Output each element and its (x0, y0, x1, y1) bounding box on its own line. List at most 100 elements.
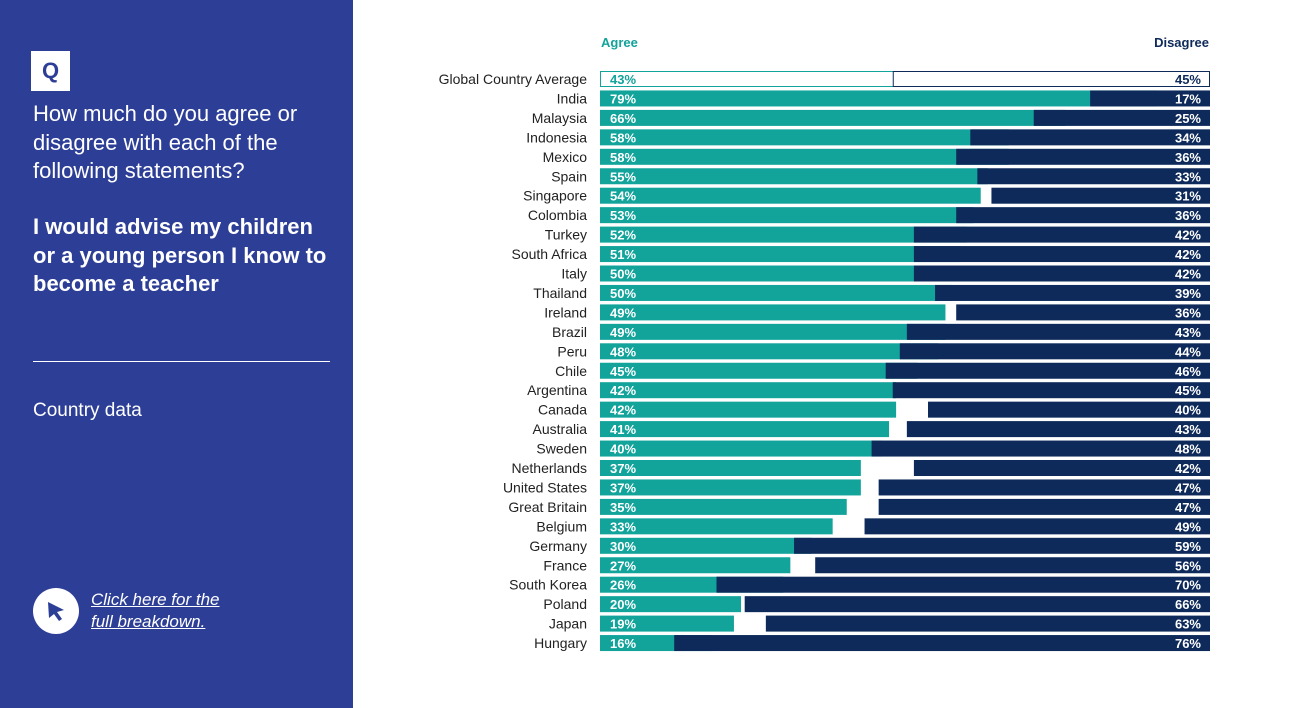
disagree-value-label: 70% (1175, 578, 1201, 593)
section-label: Country data (33, 400, 142, 421)
agree-bar (600, 304, 946, 321)
category-label: Global Country Average (439, 71, 588, 87)
category-label: Great Britain (508, 499, 587, 515)
agree-bar (600, 537, 812, 554)
agree-bar (600, 71, 904, 87)
disagree-bar (906, 323, 1210, 340)
disagree-value-label: 48% (1175, 442, 1201, 457)
category-label: Malaysia (532, 110, 587, 126)
disagree-value-label: 56% (1175, 558, 1201, 573)
agree-bar (600, 401, 897, 418)
disagree-bar (815, 557, 1210, 574)
disagree-bar (794, 537, 1210, 554)
agree-value-label: 27% (610, 558, 636, 573)
full-breakdown-link-text[interactable]: Click here for the full breakdown. (91, 589, 241, 633)
disagree-value-label: 45% (1175, 383, 1201, 398)
agree-bar (600, 148, 1009, 165)
disagree-value-label: 66% (1175, 597, 1201, 612)
category-label: India (557, 90, 588, 106)
agree-value-label: 41% (610, 422, 636, 437)
category-label: Japan (549, 616, 587, 632)
agree-bar (600, 343, 939, 360)
agree-value-label: 37% (610, 461, 636, 476)
category-label: Hungary (534, 635, 587, 651)
agree-value-label: 20% (610, 597, 636, 612)
agree-value-label: 30% (610, 539, 636, 554)
agree-bar (600, 323, 946, 340)
question-badge: Q (31, 51, 70, 91)
category-label: Argentina (527, 382, 587, 398)
disagree-value-label: 44% (1175, 344, 1201, 359)
category-label: Thailand (533, 285, 587, 301)
agree-bar (600, 207, 974, 224)
disagree-value-label: 42% (1175, 461, 1201, 476)
agree-value-label: 50% (610, 267, 636, 282)
category-label: Belgium (536, 518, 587, 534)
category-label: Colombia (528, 207, 587, 223)
disagree-value-label: 31% (1175, 189, 1201, 204)
agree-bar (600, 557, 791, 574)
disagree-value-label: 43% (1175, 325, 1201, 340)
category-label: Spain (551, 168, 587, 184)
disagree-value-label: 33% (1175, 169, 1201, 184)
category-label: Ireland (544, 304, 587, 320)
agree-value-label: 19% (610, 617, 636, 632)
full-breakdown-link[interactable]: Click here for the full breakdown. (33, 588, 241, 634)
disagree-value-label: 36% (1175, 208, 1201, 223)
disagree-bar (956, 207, 1210, 224)
disagree-value-label: 59% (1175, 539, 1201, 554)
agree-value-label: 51% (610, 247, 636, 262)
disagree-value-label: 46% (1175, 364, 1201, 379)
agree-value-label: 40% (610, 442, 636, 457)
category-label: Sweden (536, 441, 587, 457)
agree-value-label: 49% (610, 305, 636, 320)
agree-bar (600, 382, 897, 399)
disagree-value-label: 36% (1175, 150, 1201, 165)
category-label: Singapore (523, 188, 587, 204)
disagree-value-label: 42% (1175, 228, 1201, 243)
disagree-bar (892, 71, 1210, 87)
disagree-value-label: 42% (1175, 267, 1201, 282)
disagree-value-label: 42% (1175, 247, 1201, 262)
agree-value-label: 45% (610, 364, 636, 379)
category-label: Chile (555, 363, 587, 379)
agree-value-label: 26% (610, 578, 636, 593)
disagree-bar (913, 460, 1210, 476)
disagree-bar (716, 576, 1210, 593)
statement-text: I would advise my children or a young pe… (33, 214, 327, 296)
disagree-bar (1090, 90, 1210, 107)
category-label: France (543, 557, 587, 573)
disagree-value-label: 76% (1175, 636, 1201, 651)
disagree-bar (991, 187, 1210, 204)
agree-bar (600, 440, 882, 457)
category-label: Australia (533, 421, 588, 437)
category-label: Indonesia (526, 129, 587, 145)
disagree-value-label: 34% (1175, 130, 1201, 145)
disagree-bar (906, 421, 1210, 438)
agree-value-label: 79% (610, 91, 636, 106)
agree-bar (600, 90, 1157, 107)
sidebar-panel: Q How much do you agree or disagree with… (0, 0, 353, 708)
disagree-value-label: 49% (1175, 519, 1201, 534)
agree-bar (600, 129, 1009, 146)
agree-bar (600, 187, 981, 204)
cta-line-1: Click here for the (91, 590, 220, 609)
disagree-bar (878, 479, 1210, 496)
disagree-value-label: 45% (1175, 72, 1201, 87)
category-label: Netherlands (512, 460, 588, 476)
agree-value-label: 43% (610, 72, 636, 87)
disagree-bar (885, 362, 1210, 379)
agree-bar (600, 168, 988, 185)
agree-value-label: 33% (610, 519, 636, 534)
agree-bar (600, 498, 847, 515)
category-label: United States (503, 479, 587, 495)
sidebar-divider (33, 361, 330, 362)
disagree-bar (977, 168, 1210, 185)
disagree-bar (956, 148, 1210, 165)
agree-value-label: 55% (610, 169, 636, 184)
disagree-bar (871, 440, 1210, 457)
agree-value-label: 42% (610, 383, 636, 398)
category-label: Brazil (552, 324, 587, 340)
category-label: Italy (561, 266, 587, 282)
disagree-bar (878, 498, 1210, 515)
